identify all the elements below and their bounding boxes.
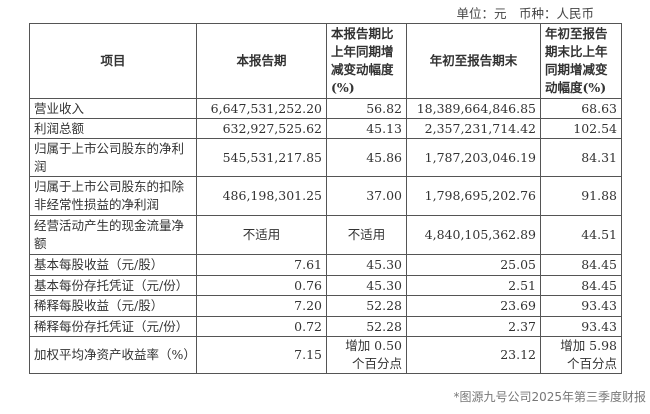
- cell-value: 45.13: [326, 118, 407, 139]
- cell-value: 93.43: [540, 316, 622, 337]
- table-row: 经营活动产生的现金流量净额 不适用 不适用 4,840,105,362.89 44.51: [29, 215, 622, 255]
- cell-value: 7.15: [196, 336, 327, 374]
- cell-value: 增加 5.98 个百分点: [540, 336, 622, 374]
- cell-value: 44.51: [540, 215, 622, 255]
- cell-value: 1,798,695,202.76: [406, 176, 541, 216]
- cell-value: 545,531,217.85: [196, 138, 327, 177]
- row-label: 基本每份存托凭证（元/份）: [29, 275, 197, 296]
- cell-value: 84.45: [540, 275, 622, 296]
- cell-value: 45.86: [326, 138, 407, 177]
- cell-value: 84.31: [540, 138, 622, 177]
- cell-value: 52.28: [326, 295, 407, 317]
- column-header: 项目: [29, 23, 197, 99]
- cell-value: 不适用: [326, 215, 407, 255]
- table-row: 稀释每股收益（元/股） 7.20 52.28 23.69 93.43: [29, 295, 622, 317]
- cell-value: 6,647,531,252.20: [196, 98, 327, 119]
- cell-value: 52.28: [326, 316, 407, 337]
- row-label: 归属于上市公司股东的扣除非经常性损益的净利润: [29, 176, 197, 216]
- row-label: 基本每股收益（元/股）: [29, 254, 197, 276]
- row-label: 加权平均净资产收益率（%）: [29, 336, 197, 374]
- cell-value: 23.12: [406, 336, 541, 374]
- table-row: 稀释每份存托凭证（元/份） 0.72 52.28 2.37 93.43: [29, 316, 622, 337]
- cell-value: 68.63: [540, 98, 622, 119]
- cell-value: 0.72: [196, 316, 327, 337]
- row-label: 营业收入: [29, 98, 197, 119]
- cell-value: 37.00: [326, 176, 407, 216]
- cell-value: 18,389,664,846.85: [406, 98, 541, 119]
- cell-value: 增加 0.50 个百分点: [326, 336, 407, 374]
- table-row: 营业收入 6,647,531,252.20 56.82 18,389,664,846.…: [29, 98, 622, 119]
- table-row: 基本每份存托凭证（元/份） 0.76 45.30 2.51 84.45: [29, 275, 622, 296]
- unit-label: 单位：元 币种：人民币: [456, 6, 594, 21]
- table-row: 归属于上市公司股东的净利润 545,531,217.85 45.86 1,787,20…: [29, 138, 622, 177]
- cell-value: 4,840,105,362.89: [406, 215, 541, 255]
- table-row: 加权平均净资产收益率（%） 7.15 增加 0.50 个百分点 23.12 增加 5.9…: [29, 336, 622, 374]
- cell-value: 91.88: [540, 176, 622, 216]
- cell-value: 0.76: [196, 275, 327, 296]
- source-caption: *图源九号公司2025年第三季度财报: [453, 390, 646, 404]
- table-row: 利润总额 632,927,525.62 45.13 2,357,231,714.42 1…: [29, 118, 622, 139]
- cell-value: 102.54: [540, 118, 622, 139]
- cell-value: 7.61: [196, 254, 327, 276]
- cell-value: 45.30: [326, 275, 407, 296]
- row-label: 利润总额: [29, 118, 197, 139]
- cell-value: 84.45: [540, 254, 622, 276]
- column-header: 年初至报告期末比上年同期增减变动幅度(%): [540, 23, 622, 99]
- column-header: 本报告期: [196, 23, 327, 99]
- cell-value: 2.37: [406, 316, 541, 337]
- cell-value: 不适用: [196, 215, 327, 255]
- cell-value: 23.69: [406, 295, 541, 317]
- cell-value: 7.20: [196, 295, 327, 317]
- column-header: 本报告期比上年同期增减变动幅度(%): [326, 23, 407, 99]
- cell-value: 56.82: [326, 98, 407, 119]
- financial-table: 项目 本报告期 本报告期比上年同期增减变动幅度(%) 年初至报告期末 年初至报告期末比上…: [29, 23, 622, 374]
- cell-value: 2.51: [406, 275, 541, 296]
- row-label: 稀释每股收益（元/股）: [29, 295, 197, 317]
- column-header: 年初至报告期末: [406, 23, 541, 99]
- table-row: 归属于上市公司股东的扣除非经常性损益的净利润 486,198,301.25 37.0…: [29, 176, 622, 216]
- cell-value: 1,787,203,046.19: [406, 138, 541, 177]
- row-label: 稀释每份存托凭证（元/份）: [29, 316, 197, 337]
- cell-value: 2,357,231,714.42: [406, 118, 541, 139]
- row-label: 经营活动产生的现金流量净额: [29, 215, 197, 255]
- row-label: 归属于上市公司股东的净利润: [29, 138, 197, 177]
- cell-value: 45.30: [326, 254, 407, 276]
- cell-value: 632,927,525.62: [196, 118, 327, 139]
- cell-value: 25.05: [406, 254, 541, 276]
- cell-value: 93.43: [540, 295, 622, 317]
- table-row: 基本每股收益（元/股） 7.61 45.30 25.05 84.45: [29, 254, 622, 276]
- cell-value: 486,198,301.25: [196, 176, 327, 216]
